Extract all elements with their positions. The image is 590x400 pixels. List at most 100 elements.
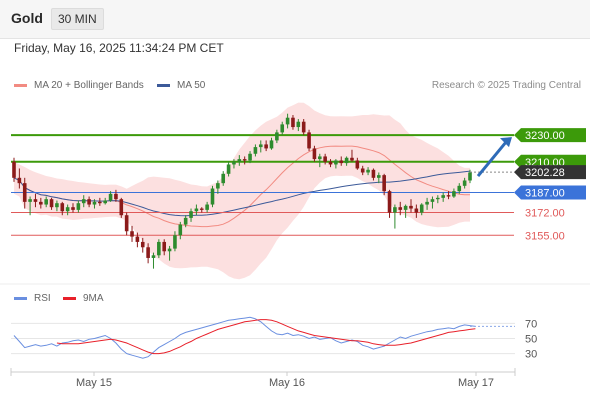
candle-body [157, 241, 161, 256]
candle-body [328, 161, 333, 165]
candle-body [44, 199, 48, 205]
candle-body [280, 124, 285, 133]
legend-rsi-label: RSI [34, 293, 51, 304]
candle-body [232, 161, 236, 165]
candle-body [317, 156, 322, 160]
timeframe-badge[interactable]: 30 MIN [51, 8, 104, 30]
rsi-tick-70: 70 [525, 318, 537, 330]
candle-body [130, 231, 134, 237]
candle-body [114, 193, 118, 200]
forecast-arrow-shaft [476, 141, 508, 178]
candle-body [269, 140, 274, 149]
candle-body [226, 164, 231, 174]
chart-header: Gold 30 MIN [0, 0, 590, 39]
legend-9ma-label: 9MA [83, 293, 104, 304]
candle-body [360, 168, 365, 173]
candle-body [55, 203, 59, 208]
candle-body [221, 173, 226, 184]
rsi-panel: 70 50 30 [11, 316, 537, 361]
legend-9ma: 9MA [63, 293, 104, 304]
candle-body [210, 188, 215, 205]
candle-body [253, 147, 258, 154]
candle-body [173, 235, 177, 249]
candle-body [350, 157, 354, 161]
candle-body [17, 177, 22, 184]
candle-body [334, 160, 338, 165]
candle-body [103, 200, 107, 204]
level-label-3172.00: 3172.00 [525, 208, 565, 220]
candle-body [291, 117, 295, 128]
candle-body [199, 208, 204, 210]
candle-body [275, 132, 279, 141]
candle-body [124, 215, 129, 232]
candle-body [419, 204, 424, 213]
candle-body [377, 175, 381, 178]
ma9-swatch [63, 297, 76, 300]
level-label-3187.00: 3187.00 [525, 188, 565, 200]
candle-body [301, 121, 306, 133]
research-credit: Research © 2025 Trading Central [431, 80, 581, 91]
rsi-swatch [14, 297, 27, 300]
candle-body [49, 199, 54, 208]
level-label-3155.00: 3155.00 [525, 230, 565, 242]
legend-ma20-label: MA 20 + Bollinger Bands [34, 80, 144, 91]
current-price-label: 3202.28 [525, 167, 565, 179]
candle-body [312, 148, 317, 160]
x-tick-label: May 17 [458, 377, 494, 389]
candle-body [409, 205, 413, 209]
candle-body [60, 203, 65, 212]
candle-body [189, 211, 193, 218]
level-tag-3187.00 [514, 185, 586, 200]
candle-body [39, 201, 43, 205]
rsi-9ma-line [56, 319, 476, 355]
candle-body [81, 199, 86, 204]
x-tick-label: May 16 [269, 377, 305, 389]
candle-body [242, 159, 247, 161]
candle-body [258, 144, 263, 148]
bollinger-band [14, 102, 470, 280]
candle-body [452, 191, 456, 197]
candle-body [92, 201, 97, 205]
time-axis: May 15 May 16 May 17 [10, 368, 516, 389]
candle-body [441, 195, 445, 198]
candle-body [87, 199, 91, 205]
candle-body [151, 255, 156, 258]
candle-body [285, 117, 290, 125]
legend-ma50: MA 50 [157, 80, 205, 91]
candle-body [98, 201, 102, 204]
candle-body [65, 207, 70, 212]
candle-body [28, 199, 32, 202]
candle-body [307, 132, 311, 149]
candle-body [430, 199, 435, 202]
candle-body [339, 160, 344, 164]
symbol-label: Gold [11, 10, 43, 26]
ma20-swatch [14, 84, 27, 87]
candle-body [296, 121, 301, 128]
candle-body [167, 248, 172, 252]
candle-body [387, 191, 392, 213]
candle-body [33, 199, 38, 202]
candle-body [468, 172, 472, 181]
candle-body [216, 183, 220, 189]
candle-body [462, 180, 467, 186]
candle-body [248, 153, 252, 161]
x-tick-label: May 15 [76, 377, 112, 389]
candle-body [237, 159, 242, 162]
candle-body [446, 195, 451, 197]
candle-body [323, 156, 327, 162]
candle-body [140, 241, 145, 248]
forecast-arrow [476, 137, 512, 178]
level-tag-3230.00 [514, 128, 586, 143]
candle-body [205, 204, 209, 210]
candle-body [194, 208, 199, 212]
price-levels [11, 134, 514, 236]
candle-body [76, 203, 81, 210]
candles [12, 113, 472, 269]
candle-body [355, 160, 360, 169]
candle-body [344, 157, 349, 164]
candle-body [393, 207, 397, 213]
candle-body [12, 161, 16, 178]
candle-body [366, 169, 370, 173]
candle-body [403, 205, 408, 210]
